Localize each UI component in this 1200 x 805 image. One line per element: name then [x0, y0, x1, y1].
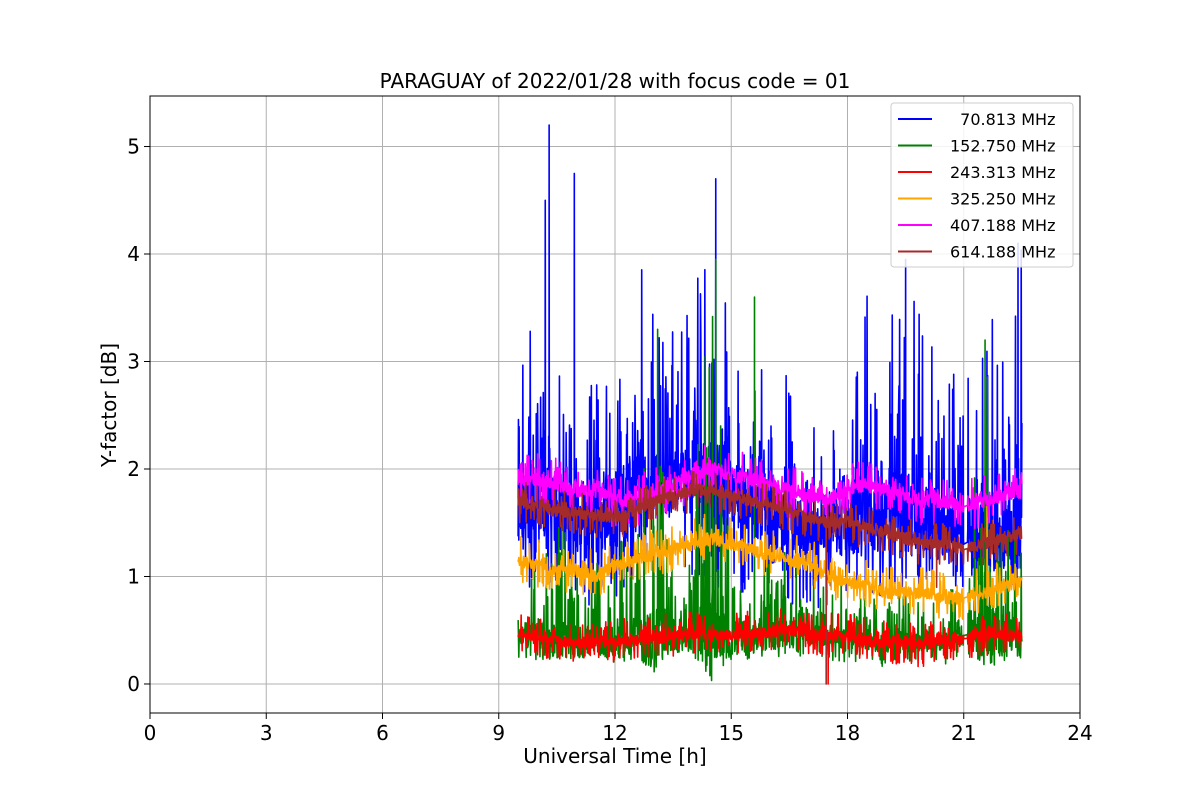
y-tick-label: 1 — [127, 564, 140, 588]
x-tick-label: 15 — [719, 721, 744, 745]
x-tick-label: 9 — [492, 721, 505, 745]
legend-label: 243.313 MHz — [950, 163, 1055, 182]
series-group — [517, 124, 1023, 685]
y-tick-label: 3 — [127, 350, 140, 374]
legend-label: 614.188 MHz — [950, 243, 1055, 262]
legend-label: 407.188 MHz — [950, 216, 1055, 235]
y-axis-label: Y-factor [dB] — [97, 343, 121, 468]
series-line — [517, 608, 1023, 685]
legend-label: 152.750 MHz — [950, 137, 1055, 156]
x-tick-label: 21 — [951, 721, 976, 745]
series-line — [517, 444, 1023, 530]
y-tick-label: 5 — [127, 135, 140, 159]
x-tick-label: 12 — [602, 721, 627, 745]
y-axis: 0 1 2 3 4 5 — [127, 135, 150, 696]
y-tick-label: 0 — [127, 672, 140, 696]
x-axis-label: Universal Time [h] — [523, 744, 706, 768]
legend-label: 325.250 MHz — [950, 190, 1055, 209]
legend-items: 70.813 MHz 152.750 MHz 243.313 MHz 325.250 … — [898, 110, 1055, 262]
series-line — [517, 495, 1023, 620]
legend: 70.813 MHz 152.750 MHz 243.313 MHz 325.250 … — [890, 102, 1074, 268]
legend-label: 70.813 MHz — [950, 110, 1055, 129]
x-axis: 0 3 6 9 12 15 18 21 24 — [144, 713, 1093, 745]
x-tick-label: 0 — [144, 721, 157, 745]
chart-title: PARAGUAY of 2022/01/28 with focus code =… — [380, 69, 851, 93]
y-tick-label: 2 — [127, 457, 140, 481]
y-tick-label: 4 — [127, 242, 140, 266]
x-tick-label: 18 — [835, 721, 860, 745]
x-tick-label: 24 — [1067, 721, 1092, 745]
x-tick-label: 6 — [376, 721, 389, 745]
series-line — [517, 470, 1023, 685]
legend-frame — [890, 102, 1074, 268]
x-tick-label: 3 — [260, 721, 273, 745]
